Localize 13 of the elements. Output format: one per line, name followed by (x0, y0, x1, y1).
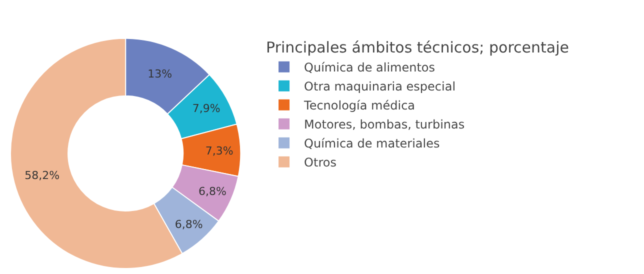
data-label: 7,9% (192, 102, 220, 116)
legend-label: Otros (304, 156, 336, 170)
legend-label: Química de alimentos (304, 60, 436, 75)
legend-label: Tecnología médica (303, 98, 416, 113)
legend-label: Química de materiales (304, 136, 440, 151)
legend-label: Motores, bombas, turbinas (304, 118, 465, 132)
data-label: 13% (148, 68, 172, 81)
data-label: 58,2% (24, 168, 60, 182)
legend-title: Principales ámbitos técnicos; porcentaje (266, 38, 569, 56)
legend-label: Otra maquinaria especial (304, 80, 456, 94)
data-label: 6,8% (198, 185, 226, 198)
data-label: 6,8% (174, 218, 203, 231)
data-label: 7,3% (205, 144, 234, 158)
